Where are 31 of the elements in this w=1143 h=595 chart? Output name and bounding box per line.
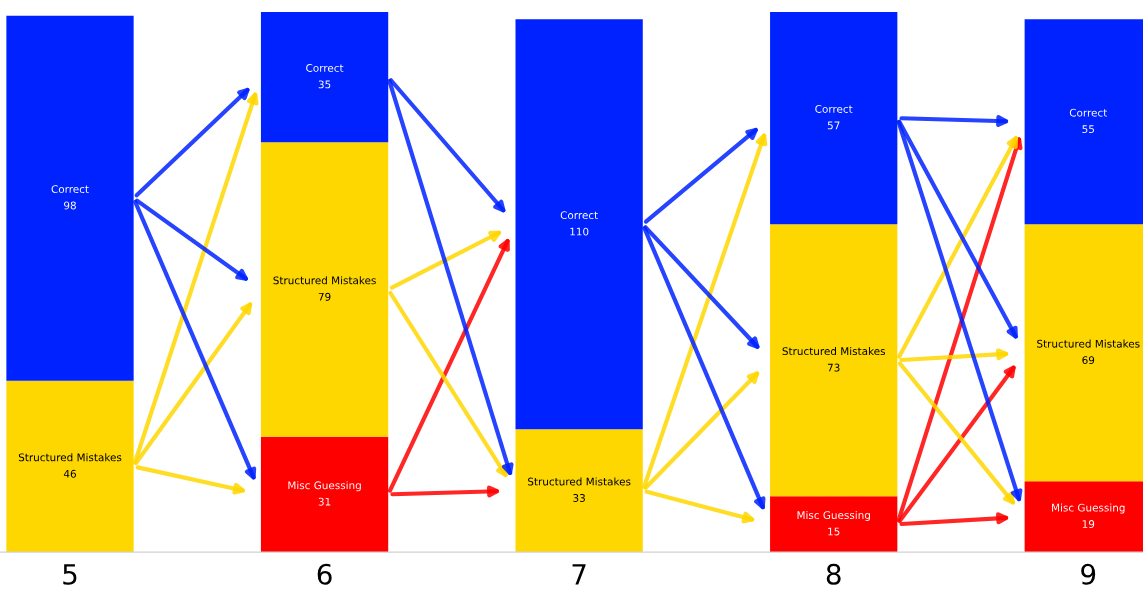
data-label: 57 xyxy=(827,121,840,130)
data-label: 15 xyxy=(828,527,840,536)
data-label: 69 xyxy=(1082,356,1095,365)
data-label: 110 xyxy=(570,227,589,236)
text: Misc Guessing xyxy=(1052,503,1125,514)
data-label: 31 xyxy=(318,497,331,506)
data-label: 73 xyxy=(827,363,840,372)
text: Misc Guessing xyxy=(288,481,361,492)
text: Correct xyxy=(1069,108,1108,117)
x-tick-label: 8 xyxy=(826,563,841,585)
data-label: 79 xyxy=(318,292,331,301)
text: Structured Mistakes xyxy=(18,453,122,462)
text: Correct xyxy=(815,105,853,113)
text: Correct xyxy=(51,185,89,194)
x-tick-label: 9 xyxy=(1081,563,1096,585)
data-label: 35 xyxy=(318,80,331,89)
x-tick-label: 6 xyxy=(317,563,332,585)
data-label: 46 xyxy=(63,469,76,478)
data-label: 19 xyxy=(1082,520,1095,528)
data-label: 33 xyxy=(573,494,585,502)
x-tick-label: 7 xyxy=(572,564,586,585)
series-label: Correct xyxy=(306,64,344,72)
x-tick-label: 5 xyxy=(63,564,77,585)
text: Structured Mistakes xyxy=(273,276,376,285)
text: Correct xyxy=(560,211,598,220)
text: Structured Mistakes xyxy=(528,477,631,486)
series-label: Structured Mistakes xyxy=(782,347,886,356)
text: Structured Mistakes xyxy=(1037,339,1140,348)
series-label: Misc Guessing xyxy=(797,510,870,522)
data-label: 98 xyxy=(64,201,76,210)
data-label: 55 xyxy=(1082,125,1094,134)
